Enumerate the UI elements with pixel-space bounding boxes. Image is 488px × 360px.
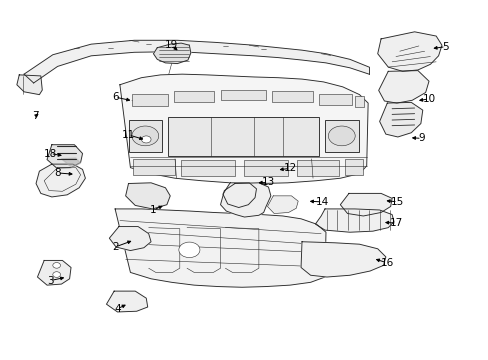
Polygon shape: [378, 71, 428, 103]
Polygon shape: [315, 209, 393, 232]
Bar: [181, 159, 234, 176]
Bar: [173, 91, 214, 102]
Text: 17: 17: [389, 218, 403, 228]
Polygon shape: [24, 40, 368, 83]
Text: 2: 2: [112, 242, 118, 252]
Text: 3: 3: [47, 275, 54, 285]
Text: 6: 6: [112, 92, 118, 102]
Polygon shape: [267, 196, 298, 213]
Text: 12: 12: [283, 163, 296, 174]
Text: 11: 11: [122, 130, 135, 140]
Polygon shape: [36, 164, 85, 197]
Bar: [244, 159, 287, 176]
Bar: [128, 120, 162, 152]
Polygon shape: [120, 74, 367, 184]
Polygon shape: [301, 242, 385, 277]
Polygon shape: [38, 260, 71, 285]
Polygon shape: [17, 75, 42, 95]
Bar: [132, 94, 167, 106]
Text: 15: 15: [390, 197, 404, 207]
Polygon shape: [47, 145, 82, 168]
Polygon shape: [125, 183, 170, 209]
Text: 1: 1: [150, 205, 157, 215]
Bar: [354, 96, 364, 107]
Polygon shape: [109, 226, 151, 251]
Bar: [345, 159, 363, 175]
Circle shape: [132, 126, 159, 146]
Text: 13: 13: [261, 177, 275, 188]
Bar: [167, 117, 318, 156]
Text: 10: 10: [422, 94, 435, 104]
Text: 16: 16: [380, 258, 393, 268]
Circle shape: [327, 126, 354, 146]
Text: 9: 9: [418, 133, 424, 143]
Polygon shape: [223, 183, 256, 207]
Text: 14: 14: [315, 197, 328, 207]
Text: 5: 5: [442, 42, 448, 51]
Polygon shape: [379, 102, 422, 137]
Circle shape: [53, 272, 61, 277]
Bar: [318, 94, 351, 105]
Polygon shape: [153, 43, 190, 64]
Polygon shape: [106, 291, 147, 312]
Bar: [133, 159, 175, 175]
Bar: [220, 90, 265, 100]
Circle shape: [141, 136, 151, 143]
Polygon shape: [61, 158, 81, 168]
Polygon shape: [377, 32, 441, 71]
Text: 8: 8: [54, 168, 61, 178]
Text: 18: 18: [44, 149, 57, 158]
Text: 19: 19: [164, 40, 178, 50]
Text: 4: 4: [114, 304, 121, 314]
Bar: [325, 120, 358, 152]
Circle shape: [53, 262, 61, 268]
Text: 7: 7: [32, 112, 39, 121]
Bar: [272, 91, 312, 102]
Polygon shape: [340, 193, 391, 216]
Polygon shape: [220, 183, 270, 217]
Circle shape: [179, 242, 200, 258]
Bar: [297, 159, 339, 176]
Polygon shape: [115, 209, 325, 287]
